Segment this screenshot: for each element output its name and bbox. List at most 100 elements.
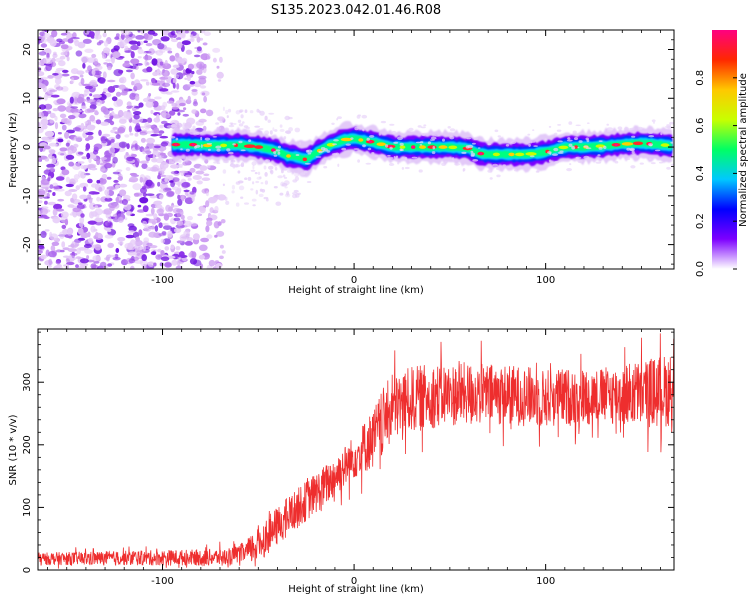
noise-blob bbox=[185, 174, 192, 178]
noise-blob bbox=[172, 207, 182, 214]
noise-blob bbox=[43, 196, 50, 199]
noise-blob bbox=[124, 134, 130, 138]
noise-blob bbox=[159, 194, 164, 200]
ridge-speckle bbox=[273, 151, 277, 154]
noise-blob bbox=[268, 165, 274, 170]
noise-blob bbox=[107, 107, 114, 111]
noise-blob bbox=[153, 145, 161, 149]
ridge-speckle bbox=[229, 122, 234, 125]
ridge-speckle bbox=[554, 161, 559, 164]
noise-blob bbox=[141, 129, 147, 133]
noise-blob bbox=[87, 65, 92, 72]
noise-blob bbox=[94, 244, 102, 251]
ridge-speckle bbox=[362, 144, 366, 148]
ridge-speckle bbox=[283, 167, 290, 170]
noise-blob bbox=[72, 163, 81, 170]
ridge-speckle bbox=[178, 166, 183, 168]
noise-blob bbox=[162, 82, 171, 88]
noise-blob bbox=[101, 174, 108, 179]
noise-blob bbox=[57, 138, 64, 143]
noise-blob bbox=[139, 249, 145, 254]
noise-blob bbox=[40, 230, 47, 238]
ridge-speckle bbox=[354, 126, 359, 131]
noise-blob bbox=[153, 127, 160, 134]
noise-blob bbox=[142, 244, 147, 252]
noise-blob bbox=[217, 116, 225, 122]
ridge-speckle bbox=[258, 128, 264, 130]
noise-blob bbox=[100, 136, 108, 144]
noise-blob bbox=[79, 194, 88, 200]
ridge-speckle bbox=[477, 147, 481, 149]
noise-blob bbox=[159, 174, 167, 177]
noise-blob bbox=[251, 161, 257, 166]
noise-blob bbox=[77, 41, 86, 49]
ridge-speckle bbox=[306, 181, 312, 183]
noise-blob bbox=[73, 143, 79, 148]
noise-blob bbox=[138, 229, 143, 236]
noise-blob bbox=[122, 62, 131, 68]
noise-blob bbox=[38, 216, 47, 219]
ridge-speckle bbox=[200, 144, 203, 148]
noise-blob bbox=[117, 126, 126, 134]
ridge-speckle bbox=[660, 132, 663, 136]
noise-blob bbox=[181, 40, 191, 46]
noise-blob bbox=[105, 194, 111, 199]
ridge-speckle bbox=[631, 150, 635, 154]
noise-blob bbox=[167, 230, 173, 238]
ridge-speckle bbox=[637, 126, 643, 131]
ridge-speckle bbox=[461, 151, 467, 154]
noise-blob bbox=[146, 62, 150, 66]
noise-blob bbox=[171, 259, 178, 266]
ridge-speckle bbox=[247, 129, 251, 133]
noise-blob bbox=[153, 200, 163, 206]
noise-blob bbox=[247, 176, 252, 181]
noise-blob bbox=[279, 128, 285, 132]
snr-panel: -100 0 100 0 100 200 300 Height of straight li… bbox=[8, 328, 675, 595]
noise-blob bbox=[44, 157, 50, 162]
ridge-speckle bbox=[365, 162, 372, 165]
noise-blob bbox=[111, 96, 118, 102]
ridge-speckle bbox=[624, 127, 629, 131]
ridge-peak bbox=[271, 148, 275, 152]
noise-blob bbox=[154, 96, 162, 100]
ridge-speckle bbox=[417, 125, 422, 128]
colorbar-tick-label: 0.8 bbox=[695, 70, 706, 86]
noise-blob bbox=[150, 166, 158, 172]
noise-blob bbox=[70, 37, 80, 40]
noise-blob bbox=[176, 41, 183, 49]
ridge-speckle bbox=[240, 149, 246, 152]
ridge-speckle bbox=[528, 141, 533, 144]
noise-blob bbox=[107, 229, 112, 232]
noise-blob bbox=[70, 68, 79, 75]
noise-blob bbox=[139, 197, 149, 204]
colorbar-gradient bbox=[712, 30, 737, 269]
noise-blob bbox=[43, 32, 51, 38]
noise-blob bbox=[182, 69, 186, 76]
noise-blob bbox=[156, 208, 164, 215]
ridge-speckle bbox=[226, 148, 231, 152]
noise-blob bbox=[49, 112, 56, 119]
noise-blob bbox=[237, 170, 241, 174]
noise-blob bbox=[177, 256, 182, 260]
noise-blob bbox=[115, 184, 120, 189]
noise-blob bbox=[92, 94, 102, 99]
noise-blob bbox=[51, 241, 60, 246]
noise-blob bbox=[38, 244, 44, 250]
ridge-speckle bbox=[670, 163, 674, 166]
noise-blob bbox=[91, 183, 98, 188]
noise-blob bbox=[79, 182, 89, 189]
noise-blob bbox=[89, 93, 93, 97]
noise-blob bbox=[225, 109, 229, 115]
noise-blob bbox=[100, 157, 108, 160]
noise-blob bbox=[142, 205, 149, 213]
noise-blob bbox=[52, 108, 59, 112]
noise-blob bbox=[292, 194, 298, 199]
noise-blob bbox=[196, 69, 203, 75]
ridge-speckle bbox=[415, 141, 421, 144]
snr-frame bbox=[37, 328, 675, 571]
noise-blob bbox=[84, 85, 93, 90]
noise-blob bbox=[189, 80, 196, 85]
noise-blob bbox=[203, 31, 211, 36]
noise-blob bbox=[72, 207, 81, 213]
noise-blob bbox=[88, 157, 92, 163]
